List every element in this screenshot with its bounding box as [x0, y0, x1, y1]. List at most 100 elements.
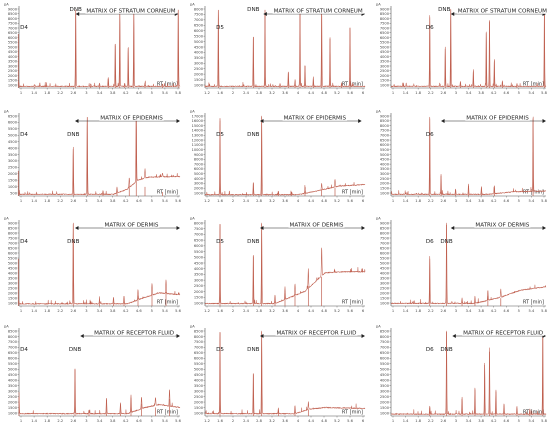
y-tick-label: 11000	[192, 143, 204, 147]
y-tick-label: 7000	[380, 26, 390, 30]
y-tick-label: 3500	[380, 276, 390, 280]
y-unit-label: pA	[190, 325, 195, 329]
arrowhead-right	[542, 226, 546, 230]
peak-label: D6	[426, 347, 434, 353]
x-tick-label: 4.6	[136, 91, 142, 95]
x-tick-label: 5	[151, 199, 153, 203]
chromatogram-trace	[204, 330, 366, 415]
chromatogram-panel-r1-c3: pA10001500200025003000350040004500500055…	[376, 3, 548, 95]
y-tick-label: 3000	[8, 389, 18, 393]
y-tick-label: 3500	[194, 273, 204, 277]
x-tick-label: 4	[297, 199, 300, 203]
chromatogram-trace	[390, 222, 547, 305]
chromatogram-trace	[18, 222, 181, 305]
arrowhead-right	[176, 226, 180, 230]
y-tick-label: 4500	[8, 266, 18, 270]
x-tick-label: 2.4	[243, 199, 249, 203]
y-tick-label: 2500	[380, 395, 390, 399]
y-unit-label: pA	[376, 325, 381, 329]
x-tick-label: 1.4	[31, 309, 37, 313]
y-tick-label: 1000	[194, 191, 204, 195]
x-tick-label: 3.8	[110, 91, 116, 95]
x-tick-label: 3.4	[466, 309, 472, 313]
y-tick-label: 7000	[194, 162, 204, 166]
x-tick-label: 3.4	[466, 91, 472, 95]
y-tick-label: 6500	[8, 351, 18, 355]
y-unit-label: pA	[376, 110, 381, 114]
y-tick-label: 6000	[194, 244, 204, 248]
matrix-label: MATRIX OF STRATUM CORNEUM	[458, 8, 547, 14]
y-tick-label: 7500	[194, 13, 204, 17]
peak-label: DNB	[247, 239, 259, 245]
chromatogram-panel-r2-c3: pA10001500200025003000350040004500500055…	[376, 110, 548, 204]
x-tick-label: 3.8	[110, 199, 116, 203]
y-tick-label: 8000	[380, 124, 390, 128]
x-axis-label: RT [min]	[157, 190, 178, 196]
x-tick-label: 5.4	[162, 91, 168, 95]
y-tick-label: 1500	[8, 178, 18, 182]
x-tick-label: 5.8	[541, 309, 547, 313]
y-tick-label: 2500	[194, 395, 204, 399]
x-tick-label: 1.4	[403, 91, 409, 95]
y-tick-label: 3000	[380, 172, 390, 176]
x-tick-label: 1	[392, 91, 394, 95]
x-tick-label: 2.2	[428, 419, 434, 423]
x-tick-label: 4.6	[503, 419, 509, 423]
y-tick-label: 1000	[194, 301, 204, 305]
x-tick-label: 3	[455, 91, 457, 95]
y-tick-label: 4500	[194, 45, 204, 49]
x-tick-label: 4.2	[123, 309, 129, 313]
y-tick-label: 6500	[8, 246, 18, 250]
x-tick-label: 3.8	[478, 199, 484, 203]
x-tick-label: 4.6	[503, 309, 509, 313]
x-tick-label: 4.2	[491, 419, 497, 423]
x-tick-label: 2.6	[440, 309, 446, 313]
x-tick-label: 5.8	[541, 91, 547, 95]
y-tick-label: 4500	[194, 373, 204, 377]
y-tick-label: 8500	[380, 12, 390, 16]
matrix-label-bg	[474, 221, 531, 228]
y-tick-label: 2500	[8, 395, 18, 399]
x-tick-label: 2.4	[243, 419, 249, 423]
x-axis-label: RT [min]	[157, 410, 178, 416]
x-tick-label: 4.8	[321, 419, 327, 423]
x-tick-label: 2.8	[256, 309, 262, 313]
y-tick-label: 5500	[8, 256, 18, 260]
matrix-label: MATRIX OF DERMIS	[475, 222, 529, 228]
y-tick-label: 5000	[8, 134, 18, 138]
y-tick-label: 2500	[194, 284, 204, 288]
x-axis-label: RT [min]	[523, 410, 544, 416]
x-axis-label: RT [min]	[342, 300, 363, 306]
y-tick-label: 6000	[380, 251, 390, 255]
y-tick-label: 9000	[8, 7, 18, 11]
x-axis-label: RT [min]	[523, 300, 544, 306]
x-tick-label: 3.6	[282, 91, 288, 95]
arrowhead-left	[75, 226, 79, 230]
x-tick-label: 2	[232, 419, 234, 423]
x-tick-label: 3.8	[110, 419, 116, 423]
arrowhead-right	[176, 334, 180, 338]
x-tick-label: 2.6	[70, 309, 76, 313]
y-tick-label: 6000	[194, 167, 204, 171]
matrix-label: MATRIX OF EPIDERMIS	[100, 115, 163, 121]
y-tick-label: 4000	[194, 267, 204, 271]
x-tick-label: 3.8	[110, 309, 116, 313]
y-tick-label: 4500	[8, 140, 18, 144]
y-tick-label: 13000	[192, 134, 204, 138]
x-tick-label: 3	[85, 419, 87, 423]
x-tick-label: 1.2	[204, 419, 210, 423]
x-tick-label: 4.4	[308, 419, 314, 423]
y-tick-label: 6000	[194, 29, 204, 33]
x-tick-label: 4.2	[123, 91, 129, 95]
y-tick-label: 1000	[380, 83, 390, 87]
x-tick-label: 2.6	[440, 91, 446, 95]
x-axis-label: RT [min]	[523, 190, 544, 196]
arrowhead-left	[260, 334, 264, 338]
x-tick-label: 5	[518, 419, 520, 423]
x-tick-label: 4.2	[491, 199, 497, 203]
y-tick-label: 8000	[194, 335, 204, 339]
y-tick-label: 2500	[380, 69, 390, 73]
y-tick-label: 7000	[8, 26, 18, 30]
peak-label: D6	[426, 239, 434, 245]
